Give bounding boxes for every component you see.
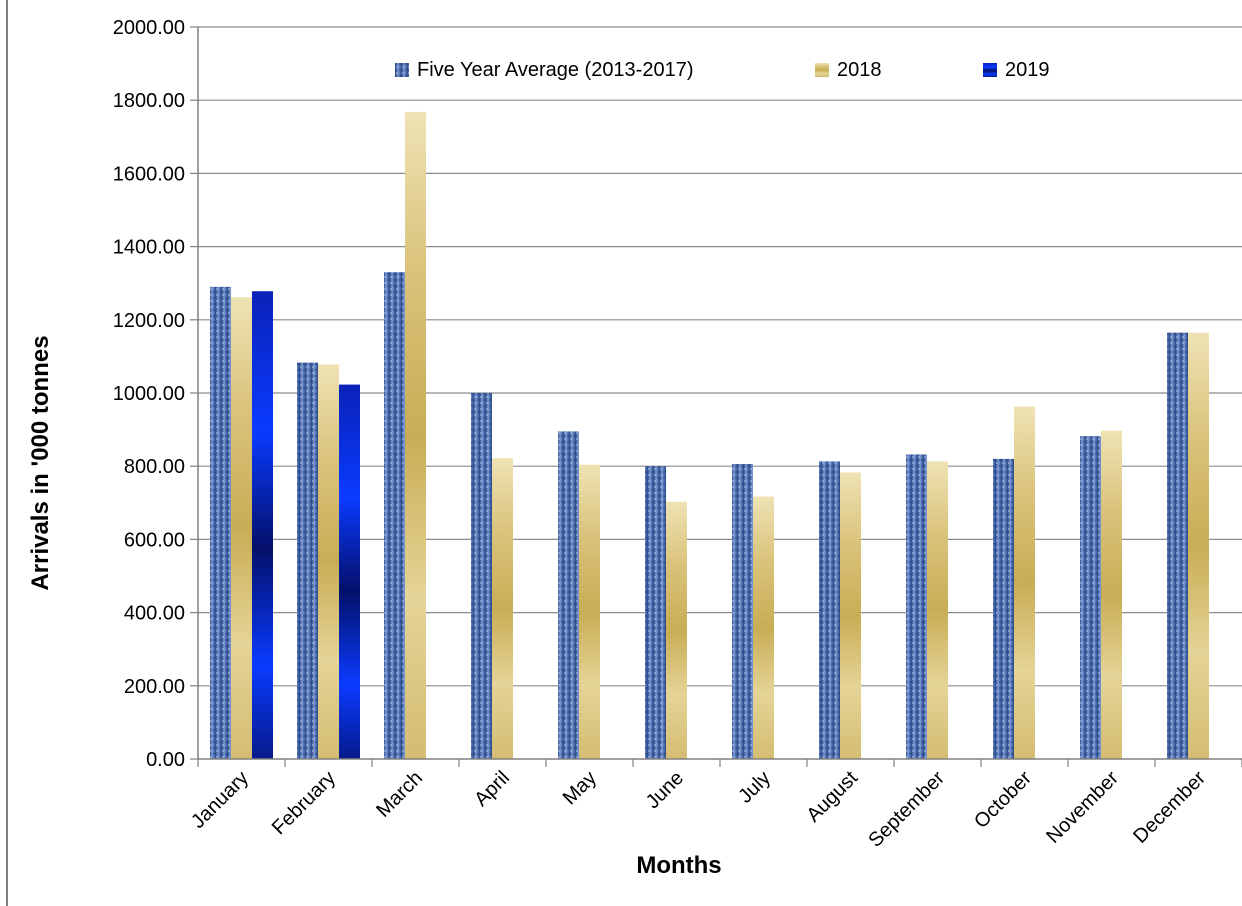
bar-2018-october <box>1014 406 1035 759</box>
y-tick-label: 1800.00 <box>113 90 185 112</box>
bar-2018-july <box>753 496 774 759</box>
x-tick-label: June <box>642 767 688 813</box>
x-tick-label: February <box>268 767 340 839</box>
bar-2018-december <box>1188 332 1209 759</box>
bars <box>210 111 1209 760</box>
bar-five-year-average-2013-2017--july <box>732 464 753 759</box>
bar-2018-november <box>1101 430 1122 759</box>
bar-2018-august <box>840 472 861 759</box>
bar-five-year-average-2013-2017--june <box>645 466 666 759</box>
bar-2019-february <box>339 384 360 759</box>
y-tick-label: 1600.00 <box>113 163 185 185</box>
bar-2018-january <box>231 297 252 759</box>
x-tick-label: September <box>864 767 949 852</box>
legend-swatch <box>815 63 829 77</box>
legend: Five Year Average (2013-2017) 2018 2019 <box>395 59 1050 81</box>
gridlines <box>198 26 1242 687</box>
x-tick-label: May <box>559 767 601 809</box>
y-tick-label: 0.00 <box>146 749 185 771</box>
bar-2018-september <box>927 461 948 759</box>
bar-2018-april <box>492 458 513 759</box>
y-tick-label: 600.00 <box>124 529 185 551</box>
x-tick-label: July <box>734 767 775 808</box>
x-tick-label: August <box>802 767 862 827</box>
x-tick-label: April <box>470 767 514 811</box>
bar-five-year-average-2013-2017--december <box>1167 332 1188 759</box>
bar-2018-may <box>579 464 600 759</box>
legend-swatch <box>983 63 997 77</box>
y-tick-labels: 0.00 200.00 400.00 600.00 800.00 1000.00 1200.… <box>113 17 198 771</box>
bar-five-year-average-2013-2017--october <box>993 458 1014 759</box>
bar-five-year-average-2013-2017--november <box>1080 436 1101 759</box>
bar-2019-january <box>252 291 273 759</box>
bar-five-year-average-2013-2017--august <box>819 461 840 759</box>
bar-five-year-average-2013-2017--september <box>906 454 927 759</box>
x-axis-title: Months <box>636 852 721 879</box>
bar-2018-february <box>318 364 339 759</box>
x-tick-label: March <box>372 767 427 822</box>
y-tick-label: 400.00 <box>124 603 185 625</box>
y-axis-title: Arrivals in '000 tonnes <box>27 335 54 590</box>
y-tick-label: 1400.00 <box>113 237 185 259</box>
bar-five-year-average-2013-2017--april <box>471 393 492 759</box>
x-tick-label: November <box>1042 767 1123 848</box>
bar-five-year-average-2013-2017--may <box>558 431 579 759</box>
x-tick-label: January <box>187 767 253 833</box>
bar-five-year-average-2013-2017--march <box>384 272 405 759</box>
y-tick-label: 1200.00 <box>113 310 185 332</box>
y-tick-label: 800.00 <box>124 456 185 478</box>
y-tick-label: 1000.00 <box>113 383 185 405</box>
x-tick-labels: January February March April May June July Augu… <box>187 759 1242 852</box>
bar-five-year-average-2013-2017--february <box>297 362 318 759</box>
bar-five-year-average-2013-2017--january <box>210 286 231 759</box>
legend-label: 2018 <box>837 59 882 81</box>
legend-label: 2019 <box>1005 59 1050 81</box>
y-tick-label: 200.00 <box>124 676 185 698</box>
y-tick-label: 2000.00 <box>113 17 185 39</box>
bar-2018-june <box>666 501 687 759</box>
legend-label: Five Year Average (2013-2017) <box>417 59 694 81</box>
legend-swatch <box>395 63 409 77</box>
x-tick-label: October <box>970 767 1036 833</box>
x-tick-label: December <box>1129 767 1210 848</box>
bar-2018-march <box>405 111 426 760</box>
